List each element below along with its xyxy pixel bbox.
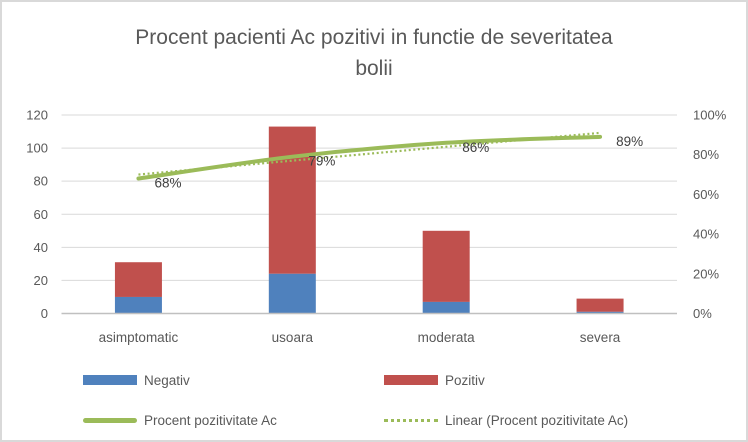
left-axis-tick: 20 — [34, 273, 48, 288]
bar-pozitiv-severa — [576, 298, 624, 312]
bar-negativ-severa — [576, 311, 624, 314]
linear-trendline — [138, 131, 601, 176]
left-axis-tick: 0 — [41, 306, 48, 321]
right-axis-tick: 100% — [693, 108, 727, 123]
left-axis-tick: 40 — [34, 240, 48, 255]
x-axis-label: usoara — [272, 330, 314, 345]
line-data-label: 89% — [616, 134, 643, 149]
legend-item-linear-trend: Linear (Procent pozitivitate Ac) — [384, 412, 628, 428]
left-axis-tick: 80 — [34, 174, 48, 189]
right-axis-tick: 20% — [693, 266, 719, 281]
legend-item-negativ: Negativ — [83, 372, 190, 388]
x-axis-label: asimptomatic — [99, 330, 179, 345]
bar-pozitiv-usoara — [268, 126, 316, 274]
line-data-label: 86% — [462, 140, 489, 155]
right-axis-tick: 80% — [693, 147, 719, 162]
x-axis-label: moderata — [418, 330, 476, 345]
bar-pozitiv-moderata — [422, 230, 470, 302]
line-swatch-icon — [83, 417, 137, 423]
right-axis-tick: 0% — [693, 306, 712, 321]
legend-label: Procent pozitivitate Ac — [144, 412, 277, 428]
bar-negativ-moderata — [422, 301, 470, 314]
legend-label: Pozitiv — [445, 372, 485, 388]
legend-item-pozitiv: Pozitiv — [384, 372, 485, 388]
bar-pozitiv-asimptomatic — [114, 262, 162, 297]
positivity-line — [136, 134, 603, 181]
x-axis-label: severa — [580, 330, 621, 345]
right-axis-tick: 60% — [693, 187, 719, 202]
legend-item-procent-pozitivitate: Procent pozitivitate Ac — [83, 412, 277, 428]
pozitiv-swatch-icon — [384, 375, 438, 385]
dotted-line-swatch-icon — [384, 418, 438, 422]
left-axis-tick: 60 — [34, 207, 48, 222]
left-axis-tick: 100 — [26, 141, 48, 156]
bar-negativ-asimptomatic — [114, 296, 162, 314]
bar-negativ-usoara — [268, 273, 316, 314]
legend-label: Negativ — [144, 372, 190, 388]
legend-label: Linear (Procent pozitivitate Ac) — [445, 412, 629, 428]
left-axis-tick: 120 — [26, 108, 48, 123]
negativ-swatch-icon — [83, 375, 137, 385]
right-axis-tick: 40% — [693, 227, 719, 242]
chart-title: Procent pacienti Ac pozitivi in functie … — [135, 26, 613, 80]
line-data-label: 68% — [154, 176, 181, 191]
line-data-label: 79% — [308, 154, 335, 169]
